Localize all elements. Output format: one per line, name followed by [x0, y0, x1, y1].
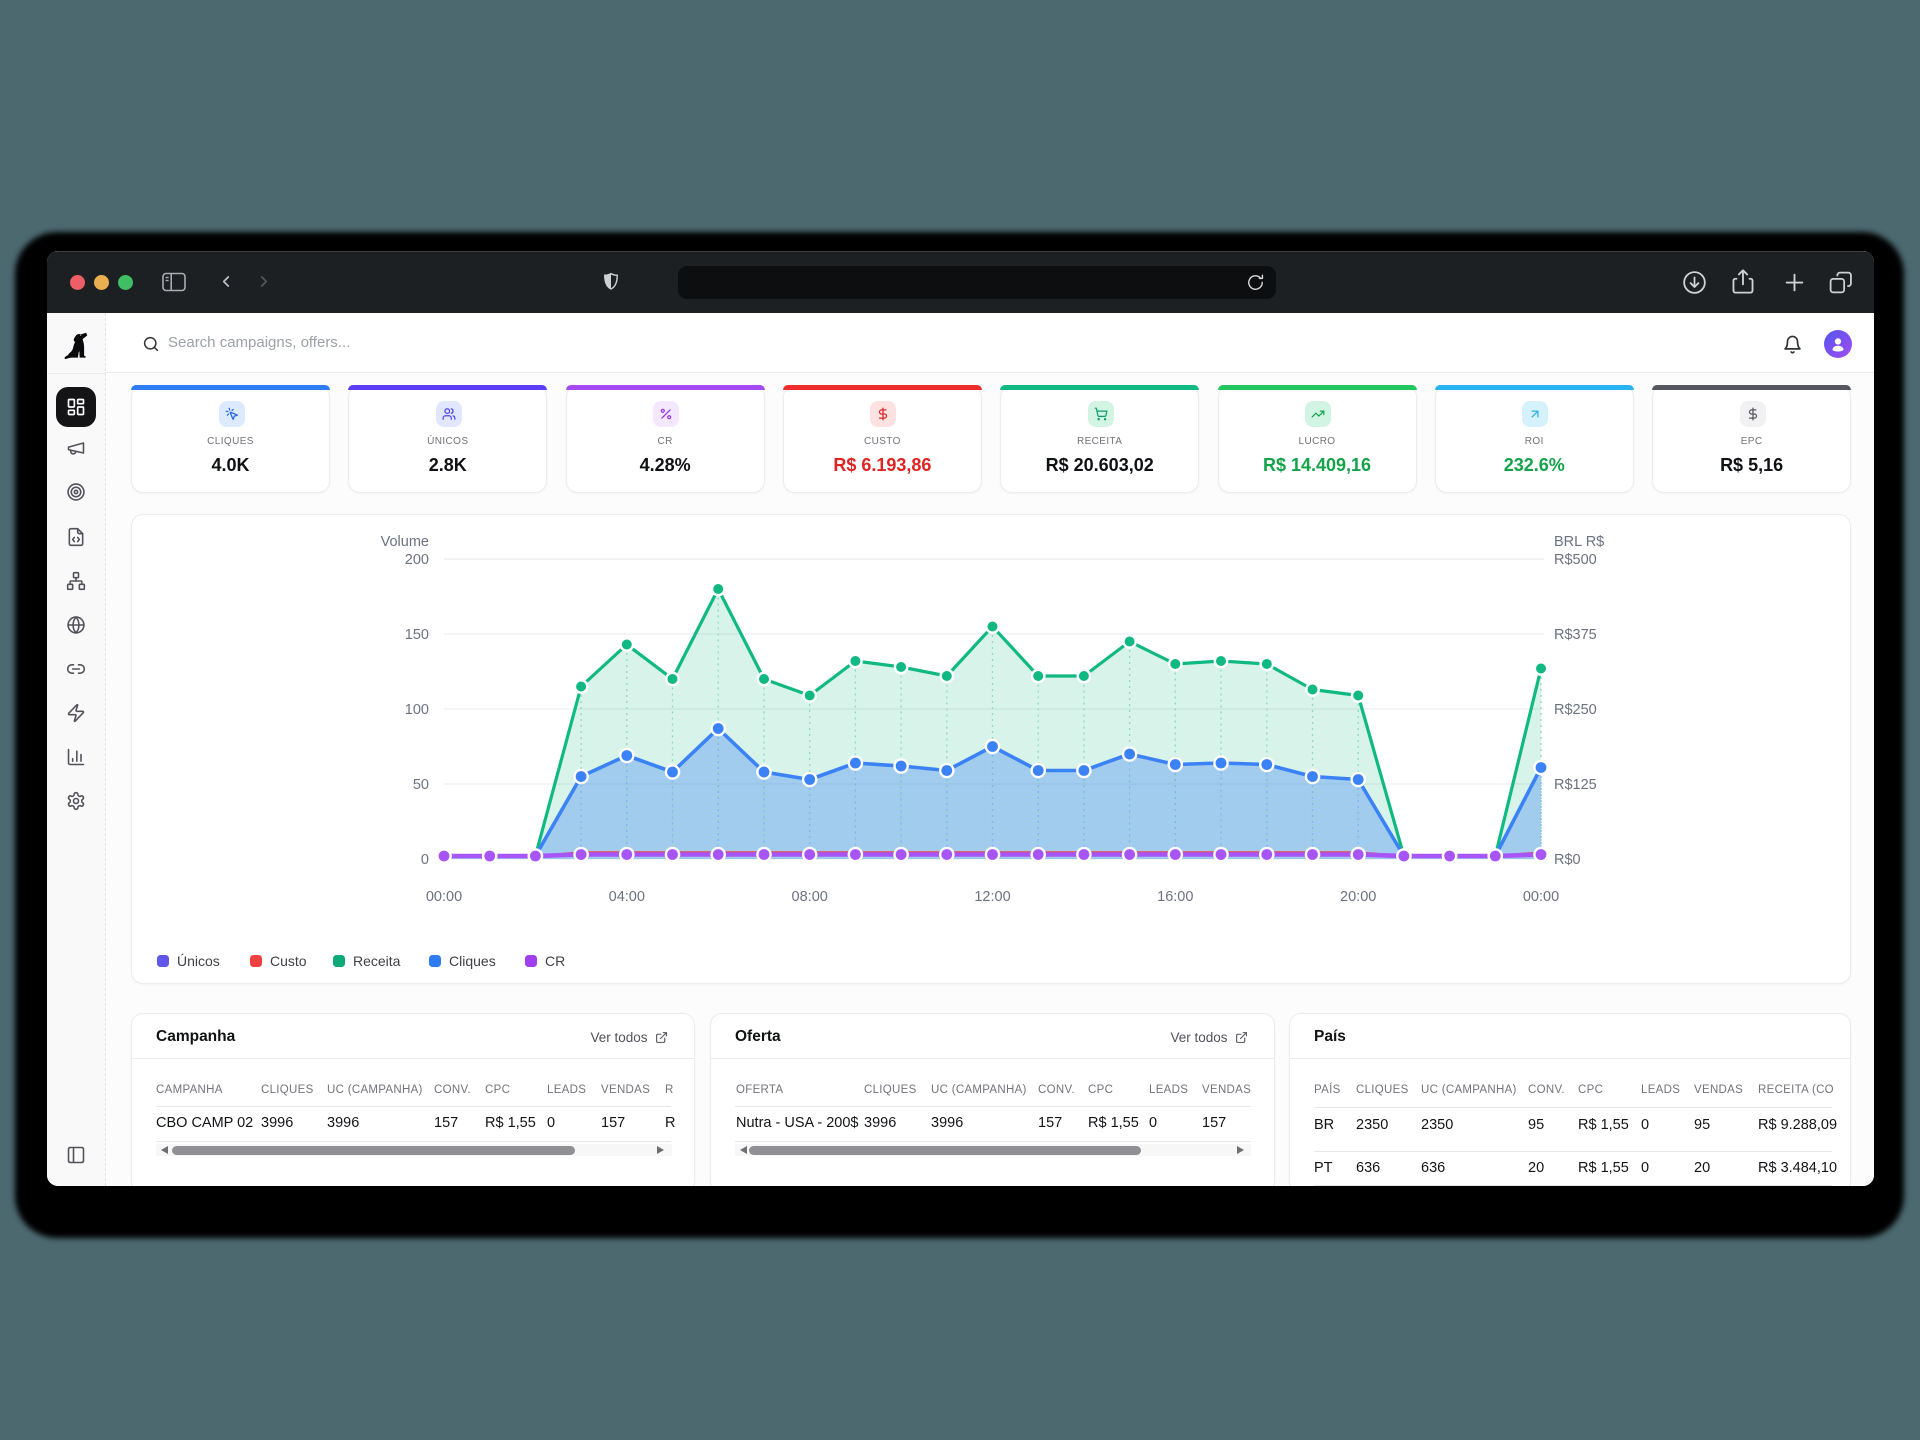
svg-text:R$500: R$500	[1554, 552, 1597, 568]
svg-text:R$375: R$375	[1554, 627, 1597, 643]
svg-text:0: 0	[421, 852, 429, 868]
svg-text:100: 100	[405, 702, 429, 718]
svg-text:R$125: R$125	[1554, 777, 1597, 793]
svg-text:R$250: R$250	[1554, 702, 1597, 718]
svg-text:150: 150	[405, 627, 429, 643]
svg-text:50: 50	[413, 777, 429, 793]
svg-text:20:00: 20:00	[1340, 889, 1376, 905]
svg-text:R$0: R$0	[1554, 852, 1581, 868]
svg-text:04:00: 04:00	[609, 889, 645, 905]
svg-text:Volume: Volume	[381, 534, 429, 550]
svg-text:BRL R$: BRL R$	[1554, 534, 1604, 550]
svg-text:200: 200	[405, 552, 429, 568]
svg-text:16:00: 16:00	[1157, 889, 1193, 905]
svg-text:08:00: 08:00	[792, 889, 828, 905]
svg-text:00:00: 00:00	[1523, 889, 1559, 905]
svg-text:00:00: 00:00	[426, 889, 462, 905]
svg-text:12:00: 12:00	[974, 889, 1010, 905]
